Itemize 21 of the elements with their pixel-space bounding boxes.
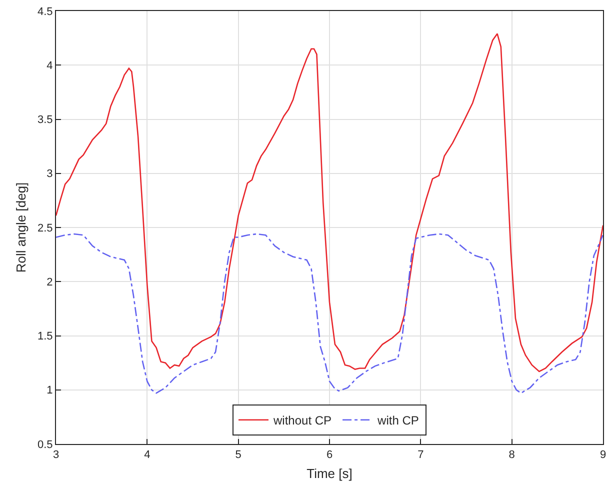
y-tick-label: 2 <box>46 276 53 288</box>
y-tick-label: 0.5 <box>38 438 53 451</box>
y-tick-label: 3 <box>46 168 53 180</box>
y-tick-label: 4 <box>46 60 53 72</box>
legend-label: with CP <box>376 414 419 428</box>
y-tick-label: 3.5 <box>38 114 53 126</box>
line-series <box>56 233 603 394</box>
y-axis-title: Roll angle [deg] <box>13 182 28 273</box>
x-tick-label: 5 <box>235 449 242 462</box>
x-tick-label: 4 <box>144 449 150 462</box>
x-tick-label: 6 <box>326 449 333 462</box>
y-tick-label: 2.5 <box>38 222 53 234</box>
x-axis-title: Time [s] <box>306 466 352 481</box>
x-tick-label: 9 <box>600 449 606 462</box>
y-tick-label: 1 <box>46 384 53 397</box>
y-tick-label: 1.5 <box>38 330 53 343</box>
x-tick-label: 7 <box>418 449 424 462</box>
line-series <box>56 33 603 372</box>
legend-label: without CP <box>272 414 332 428</box>
y-tick-label: 4.5 <box>38 6 53 18</box>
x-tick-label: 8 <box>508 449 515 462</box>
